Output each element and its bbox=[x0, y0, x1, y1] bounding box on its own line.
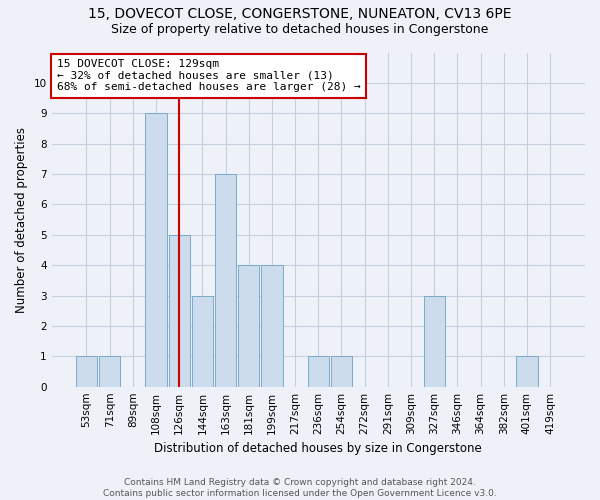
Bar bbox=[169, 235, 190, 386]
Text: 15 DOVECOT CLOSE: 129sqm
← 32% of detached houses are smaller (13)
68% of semi-d: 15 DOVECOT CLOSE: 129sqm ← 32% of detach… bbox=[57, 59, 361, 92]
Bar bbox=[331, 356, 352, 386]
Y-axis label: Number of detached properties: Number of detached properties bbox=[15, 126, 28, 312]
Bar bbox=[99, 356, 120, 386]
Bar bbox=[516, 356, 538, 386]
Bar bbox=[238, 265, 259, 386]
Text: Size of property relative to detached houses in Congerstone: Size of property relative to detached ho… bbox=[112, 22, 488, 36]
Bar bbox=[424, 296, 445, 386]
Bar bbox=[145, 114, 167, 386]
X-axis label: Distribution of detached houses by size in Congerstone: Distribution of detached houses by size … bbox=[154, 442, 482, 455]
Text: 15, DOVECOT CLOSE, CONGERSTONE, NUNEATON, CV13 6PE: 15, DOVECOT CLOSE, CONGERSTONE, NUNEATON… bbox=[88, 8, 512, 22]
Bar bbox=[76, 356, 97, 386]
Text: Contains HM Land Registry data © Crown copyright and database right 2024.
Contai: Contains HM Land Registry data © Crown c… bbox=[103, 478, 497, 498]
Bar bbox=[215, 174, 236, 386]
Bar bbox=[191, 296, 213, 386]
Bar bbox=[308, 356, 329, 386]
Bar bbox=[261, 265, 283, 386]
